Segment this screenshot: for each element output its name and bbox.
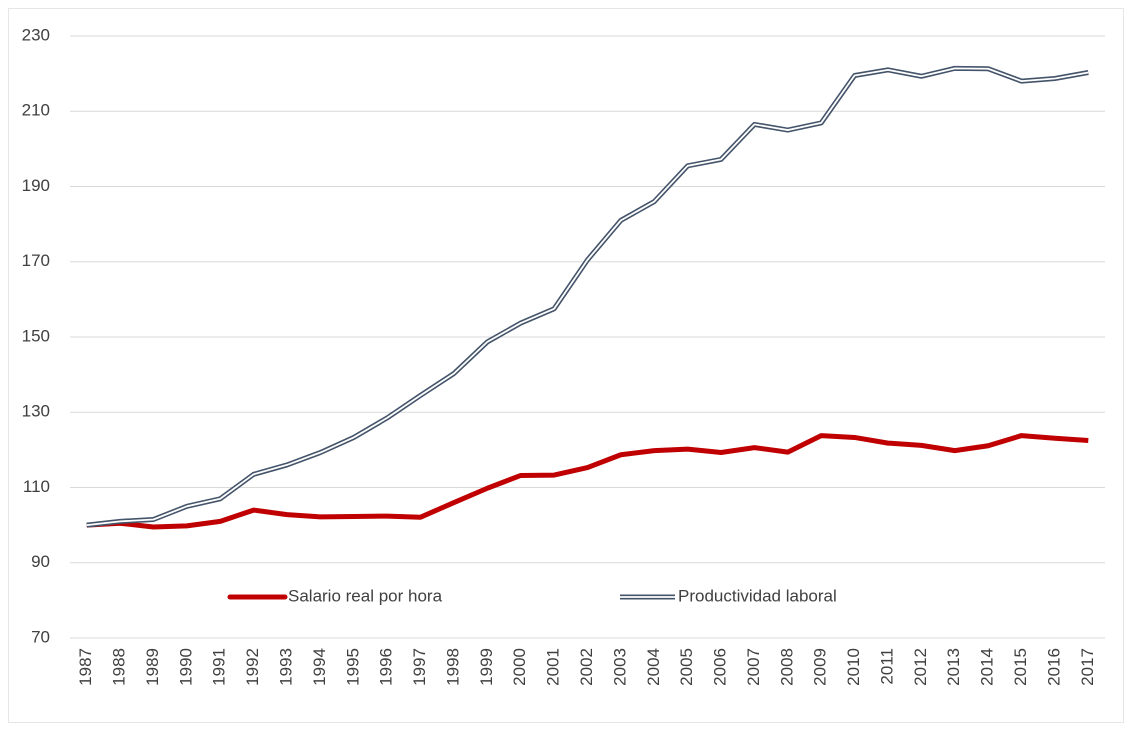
x-tick-label: 1995: [343, 648, 362, 686]
x-tick-label: 2010: [844, 648, 863, 686]
x-tick-label: 2013: [944, 648, 963, 686]
y-tick-label: 110: [23, 477, 50, 496]
x-tick-label: 1988: [110, 648, 129, 686]
x-tick-label: 2001: [544, 648, 563, 686]
legend-label: Productividad laboral: [678, 586, 837, 605]
x-tick-label: 1994: [310, 648, 329, 686]
x-tick-label: 2016: [1044, 648, 1063, 686]
x-tick-label: 2012: [911, 648, 930, 686]
x-tick-label: 1999: [477, 648, 496, 686]
x-tick-label: 2015: [1011, 648, 1030, 686]
x-tick-label: 2002: [577, 648, 596, 686]
line-inner: [86, 67, 1089, 527]
legend-label: Salario real por hora: [288, 586, 443, 605]
x-tick-label: 1990: [176, 648, 195, 686]
x-tick-label: 1992: [243, 648, 262, 686]
y-tick-label: 90: [31, 552, 50, 571]
y-tick-label: 190: [22, 176, 50, 195]
x-tick-label: 1989: [143, 648, 162, 686]
y-tick-label: 130: [22, 402, 50, 421]
line-outer: [86, 65, 1089, 528]
x-tick-label: 2008: [777, 648, 796, 686]
y-tick-label: 210: [22, 101, 50, 120]
x-tick-label: 2005: [677, 648, 696, 686]
x-tick-label: 2004: [644, 648, 663, 686]
x-tick-label: 2006: [711, 648, 730, 686]
x-tick-label: 1987: [76, 648, 95, 686]
x-tick-label: 1997: [410, 648, 429, 686]
x-tick-label: 2000: [510, 648, 529, 686]
y-tick-label: 70: [31, 627, 50, 646]
x-tick-label: 1998: [443, 648, 462, 686]
x-tick-label: 1993: [277, 648, 296, 686]
y-tick-label: 170: [22, 251, 50, 270]
y-tick-label: 150: [22, 326, 50, 345]
x-tick-label: 2017: [1078, 648, 1097, 686]
chart-frame: [8, 8, 1124, 723]
x-tick-label: 1991: [210, 648, 229, 686]
x-tick-label: 2011: [877, 648, 896, 685]
x-tick-label: 1996: [377, 648, 396, 686]
x-tick-label: 2009: [811, 648, 830, 686]
line: [86, 433, 1089, 530]
x-tick-label: 2014: [978, 648, 997, 686]
y-tick-label: 230: [22, 25, 50, 44]
x-tick-label: 2007: [744, 648, 763, 686]
x-tick-label: 2003: [610, 648, 629, 686]
